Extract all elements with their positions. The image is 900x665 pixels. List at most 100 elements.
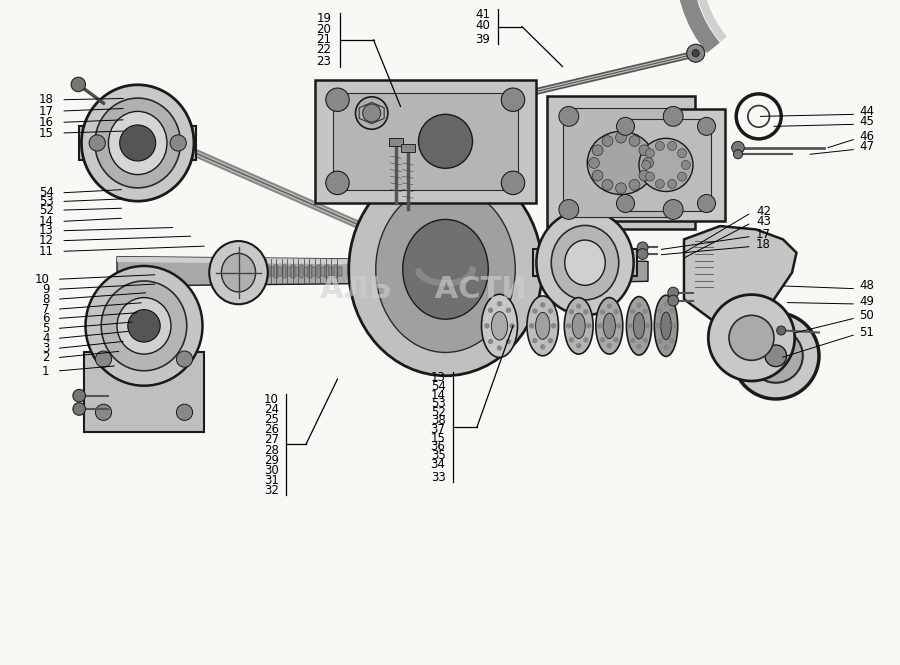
Ellipse shape xyxy=(86,266,202,386)
Bar xyxy=(334,265,338,278)
Text: 46: 46 xyxy=(860,130,875,144)
Circle shape xyxy=(488,338,493,344)
Text: 3: 3 xyxy=(42,342,50,355)
Circle shape xyxy=(497,345,502,350)
Bar xyxy=(287,267,291,276)
Text: 29: 29 xyxy=(264,454,279,467)
Circle shape xyxy=(643,158,653,168)
Text: 39: 39 xyxy=(475,33,491,47)
Bar xyxy=(333,93,518,190)
Circle shape xyxy=(681,160,690,170)
Text: 14: 14 xyxy=(430,388,446,402)
Ellipse shape xyxy=(209,241,268,305)
Circle shape xyxy=(363,104,381,122)
Circle shape xyxy=(607,343,612,348)
Ellipse shape xyxy=(376,186,515,352)
Ellipse shape xyxy=(527,296,558,356)
Ellipse shape xyxy=(446,280,454,287)
Circle shape xyxy=(120,125,156,161)
Bar xyxy=(533,249,637,276)
Text: 41: 41 xyxy=(475,8,491,21)
Text: 10: 10 xyxy=(34,273,50,286)
Circle shape xyxy=(176,351,193,367)
Text: 51: 51 xyxy=(860,326,875,339)
Circle shape xyxy=(636,344,642,349)
Bar xyxy=(563,108,679,217)
Circle shape xyxy=(616,132,626,143)
Text: 47: 47 xyxy=(860,140,875,154)
Text: 33: 33 xyxy=(431,471,446,484)
Circle shape xyxy=(655,142,664,150)
Text: 53: 53 xyxy=(40,195,54,208)
Ellipse shape xyxy=(639,138,693,192)
Ellipse shape xyxy=(415,268,422,275)
Text: 17: 17 xyxy=(756,227,771,241)
Text: 34: 34 xyxy=(430,458,446,471)
Circle shape xyxy=(592,170,603,181)
Ellipse shape xyxy=(426,277,433,284)
Ellipse shape xyxy=(101,281,187,371)
Text: 35: 35 xyxy=(431,449,446,462)
Circle shape xyxy=(663,302,669,307)
Circle shape xyxy=(637,249,648,259)
Text: 32: 32 xyxy=(264,484,279,497)
Circle shape xyxy=(548,338,554,343)
Circle shape xyxy=(600,309,606,315)
Text: 25: 25 xyxy=(264,413,279,426)
Text: 26: 26 xyxy=(264,423,279,436)
Bar xyxy=(329,267,333,276)
Text: 36: 36 xyxy=(430,440,446,454)
Circle shape xyxy=(89,135,105,151)
Text: 16: 16 xyxy=(39,116,54,129)
Circle shape xyxy=(655,180,664,188)
Circle shape xyxy=(734,150,742,159)
Circle shape xyxy=(170,135,186,151)
Text: 2: 2 xyxy=(42,351,50,364)
Circle shape xyxy=(668,180,677,188)
Circle shape xyxy=(600,337,606,342)
Circle shape xyxy=(639,170,650,181)
Ellipse shape xyxy=(634,313,644,339)
Circle shape xyxy=(559,106,579,126)
Circle shape xyxy=(488,307,493,313)
Bar xyxy=(389,138,403,146)
Ellipse shape xyxy=(403,219,488,319)
Circle shape xyxy=(566,323,572,329)
Polygon shape xyxy=(486,258,648,285)
Text: 48: 48 xyxy=(860,279,875,293)
Text: 14: 14 xyxy=(39,215,54,228)
Ellipse shape xyxy=(434,279,441,286)
Bar xyxy=(278,267,282,276)
Circle shape xyxy=(645,172,654,181)
Text: 21: 21 xyxy=(316,33,331,46)
Circle shape xyxy=(765,345,787,366)
Text: 10: 10 xyxy=(264,392,279,406)
Text: 27: 27 xyxy=(264,433,279,446)
Text: 7: 7 xyxy=(42,303,50,316)
Bar xyxy=(400,144,415,152)
Text: 52: 52 xyxy=(430,406,446,419)
Text: 50: 50 xyxy=(860,309,874,323)
Ellipse shape xyxy=(468,270,475,277)
Circle shape xyxy=(616,194,634,213)
Ellipse shape xyxy=(466,273,473,279)
Text: 18: 18 xyxy=(39,93,54,106)
Circle shape xyxy=(663,106,683,126)
Circle shape xyxy=(636,303,642,308)
Bar xyxy=(325,265,328,278)
Bar xyxy=(79,126,196,160)
Circle shape xyxy=(569,309,574,315)
Circle shape xyxy=(501,171,525,195)
Circle shape xyxy=(326,88,349,112)
Text: 4: 4 xyxy=(42,332,50,345)
Circle shape xyxy=(532,309,537,314)
Circle shape xyxy=(645,323,651,329)
Text: 5: 5 xyxy=(42,322,50,335)
Circle shape xyxy=(607,303,612,309)
Ellipse shape xyxy=(482,294,517,358)
Bar xyxy=(304,267,308,276)
Circle shape xyxy=(73,390,86,402)
Circle shape xyxy=(698,117,716,136)
Ellipse shape xyxy=(491,312,508,340)
Circle shape xyxy=(95,404,112,420)
